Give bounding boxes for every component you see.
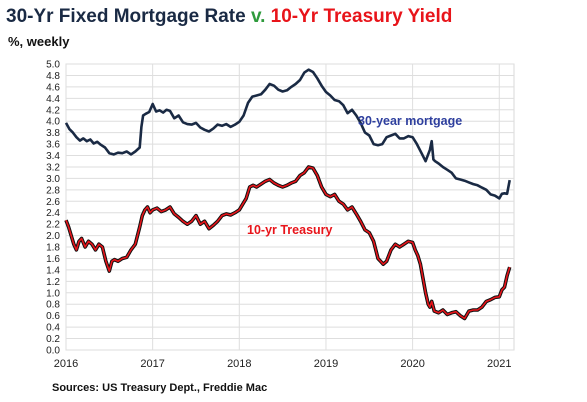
y-tick-label: 1.4 (46, 265, 60, 276)
plot-border (65, 63, 515, 351)
y-tick-label: 3.4 (46, 151, 60, 162)
title-versus: v. (250, 6, 266, 27)
y-tick-label: 1.6 (46, 254, 60, 265)
annotation-treasury: 10-yr Treasury (247, 223, 333, 237)
y-tick-label: 2.2 (46, 220, 60, 231)
annotation-mortgage: 30-year mortgage (358, 114, 462, 128)
source-note: Sources: US Treasury Dept., Freddie Mac (52, 382, 268, 394)
y-tick-label: 0.4 (46, 323, 60, 334)
annotations: 30-year mortgage 10-yr Treasury (247, 114, 462, 237)
y-tick-label: 0.2 (46, 334, 60, 345)
y-axis: 0.00.20.40.60.81.01.21.41.61.82.02.22.42… (46, 60, 60, 357)
y-tick-label: 3.2 (46, 162, 60, 173)
y-tick-label: 4.0 (46, 117, 60, 128)
title-treasury: 10-Yr Treasury Yield (270, 6, 453, 27)
x-tick-label: 2021 (487, 358, 511, 370)
y-tick-label: 3.0 (46, 174, 60, 185)
y-tick-label: 2.8 (46, 185, 60, 196)
x-tick-label: 2017 (140, 358, 164, 370)
y-tick-label: 4.4 (46, 94, 60, 105)
x-tick-label: 2019 (314, 358, 338, 370)
x-tick-label: 2020 (400, 358, 424, 370)
series-line-treasury (65, 166, 511, 320)
y-tick-label: 4.2 (46, 105, 60, 116)
chart-title: 30-Yr Fixed Mortgage Rate v. 10-Yr Treas… (6, 6, 452, 28)
y-tick-label: 1.8 (46, 243, 60, 254)
y-tick-label: 0.6 (46, 311, 60, 322)
y-tick-label: 5.0 (46, 60, 60, 71)
y-tick-label: 1.2 (46, 277, 60, 288)
title-mortgage: 30-Yr Fixed Mortgage Rate (6, 6, 246, 27)
y-tick-label: 2.4 (46, 208, 60, 219)
y-tick-label: 0.8 (46, 300, 60, 311)
y-tick-label: 3.8 (46, 128, 60, 139)
series-line-mortgage (64, 68, 511, 200)
series-lines (64, 68, 512, 321)
x-tick-label: 2016 (54, 358, 78, 370)
grid (65, 63, 515, 351)
y-tick-label: 4.8 (46, 71, 60, 82)
y-tick-label: 3.6 (46, 140, 60, 151)
y-tick-label: 0.0 (46, 346, 60, 357)
x-tick-label: 2018 (227, 358, 251, 370)
y-tick-label: 4.6 (46, 82, 60, 93)
y-tick-label: 1.0 (46, 288, 60, 299)
y-tick-label: 2.6 (46, 197, 60, 208)
chart-subtitle: %, weekly (8, 34, 70, 49)
x-axis: 2016 2017 2018 2019 2020 2021 (54, 358, 512, 370)
y-tick-label: 2.0 (46, 231, 60, 242)
